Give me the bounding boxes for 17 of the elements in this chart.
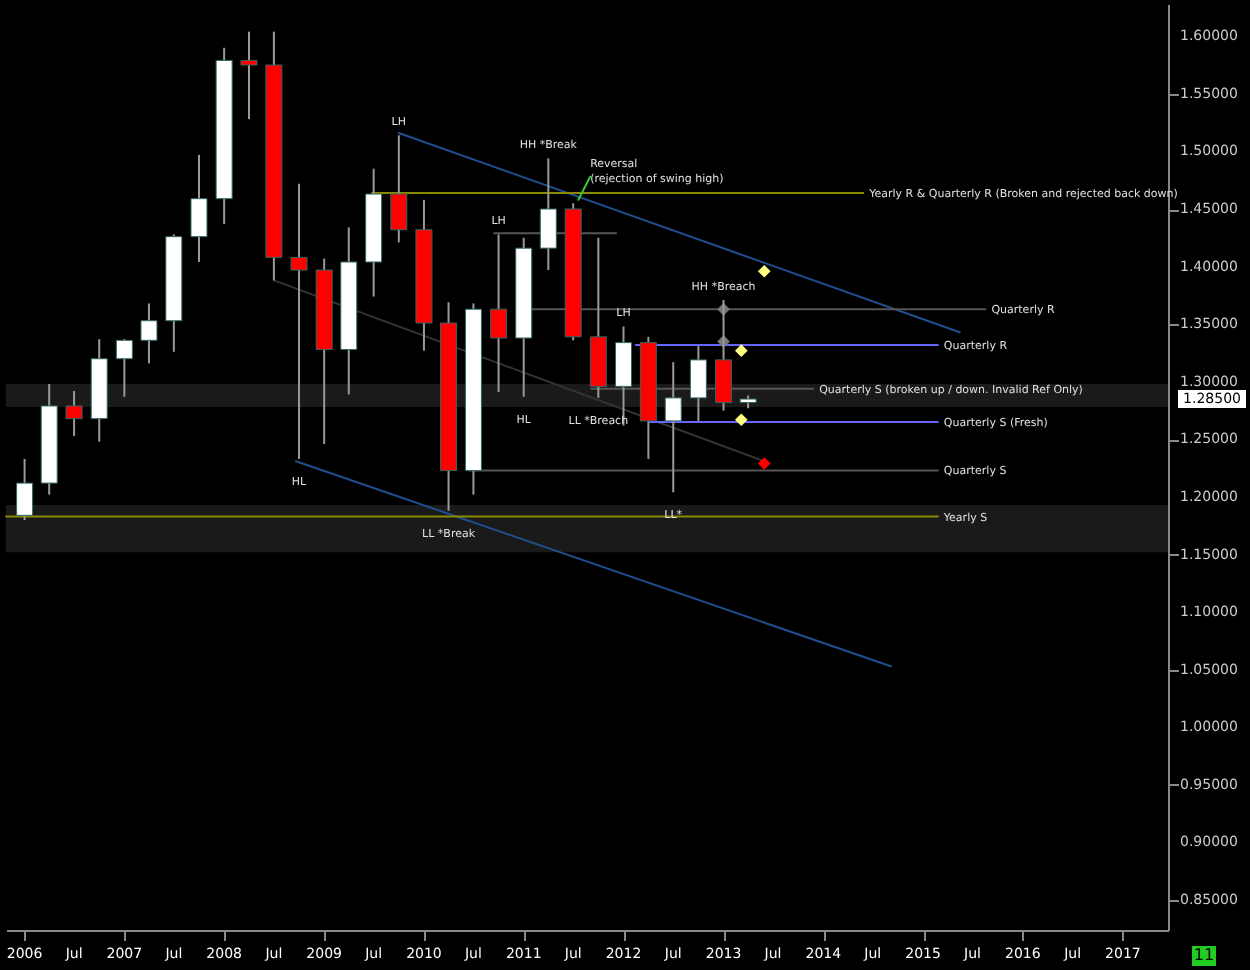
candlestick [664, 361, 682, 494]
text: 11 [1193, 946, 1215, 964]
point [757, 264, 771, 278]
candlestick [115, 338, 133, 398]
candlestick [240, 30, 258, 121]
candlestick [689, 345, 707, 422]
point [757, 457, 771, 470]
candlestick [390, 134, 408, 244]
candlestick [490, 233, 508, 394]
point [734, 344, 748, 357]
candlestick [140, 302, 158, 365]
candlestick [290, 182, 308, 460]
candlestick [190, 153, 208, 263]
candlestick [539, 157, 557, 272]
point [734, 413, 748, 427]
candlestick [16, 457, 34, 521]
candlestick [65, 389, 83, 437]
